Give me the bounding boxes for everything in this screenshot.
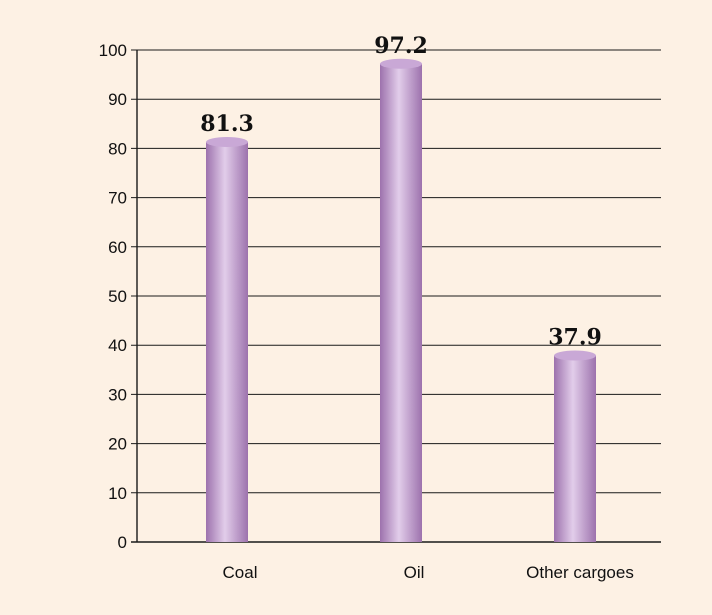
data-label: 81.3 — [200, 111, 254, 137]
bars — [206, 58, 596, 542]
bar-body — [380, 63, 422, 542]
y-tick-label: 30 — [108, 385, 127, 404]
data-label: 37.9 — [548, 325, 602, 351]
x-category-label: Other cargoes — [526, 563, 634, 582]
bar-body — [554, 355, 596, 542]
bar-cap — [380, 58, 422, 69]
y-tick-label: 50 — [108, 287, 127, 306]
data-label: 97.2 — [374, 33, 428, 59]
x-axis-categories: Coal Oil Other cargoes — [223, 563, 634, 582]
y-tick-label: 60 — [108, 238, 127, 257]
bar-cap — [554, 350, 596, 361]
x-category-label: Coal — [223, 563, 258, 582]
bar-oil — [380, 58, 422, 542]
bar-body — [206, 142, 248, 542]
y-tick-label: 90 — [108, 90, 127, 109]
y-tick-label: 70 — [108, 189, 127, 208]
y-tick-label: 20 — [108, 435, 127, 454]
bar-cap — [206, 137, 248, 148]
y-axis-ticks: 0 10 20 30 40 50 60 70 80 90 100 — [99, 41, 127, 552]
x-category-label: Oil — [404, 563, 425, 582]
data-labels: 81.3 97.2 37.9 — [200, 33, 602, 351]
y-tick-label: 10 — [108, 484, 127, 503]
bar-coal — [206, 137, 248, 542]
y-tick-label: 0 — [118, 533, 127, 552]
y-tick-label: 80 — [108, 139, 127, 158]
y-tick-label: 40 — [108, 336, 127, 355]
bar-other-cargoes — [554, 350, 596, 542]
y-tick-label: 100 — [99, 41, 127, 60]
